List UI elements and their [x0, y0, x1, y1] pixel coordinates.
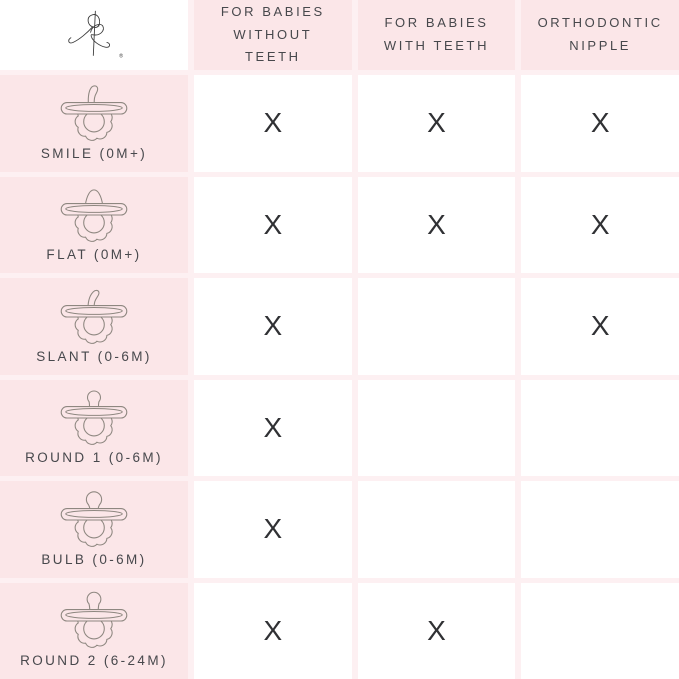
matrix-cell-smile-without-teeth: X — [194, 75, 352, 172]
matrix-cell-bulb-with-teeth — [357, 481, 516, 578]
matrix-cell-flat-with-teeth: X — [357, 176, 516, 273]
matrix-cell-smile-with-teeth: X — [357, 75, 516, 172]
matrix-cell-round2-with-teeth: X — [357, 582, 516, 679]
matrix-cell-round1-without-teeth: X — [194, 379, 352, 476]
row-label: SLANT (0-6M) — [36, 348, 152, 364]
row-label: ROUND 1 (0-6M) — [25, 450, 163, 465]
row-header-slant: SLANT (0-6M) — [0, 278, 188, 375]
matrix-cell-flat-without-teeth: X — [194, 176, 352, 273]
pacifier-round2-icon — [60, 591, 128, 648]
matrix-cell-round2-without-teeth: X — [194, 582, 352, 679]
column-header-without-teeth: FOR BABIES WITHOUT TEETH — [194, 0, 352, 70]
column-header-with-teeth: FOR BABIES WITH TEETH — [357, 0, 516, 70]
column-header-orthodontic: ORTHODONTIC NIPPLE — [521, 0, 679, 70]
registered-mark: ® — [119, 52, 123, 59]
row-label: FLAT (0M+) — [46, 247, 142, 262]
pacifier-smile-icon — [60, 84, 128, 141]
matrix-cell-round1-with-teeth — [357, 379, 516, 476]
matrix-cell-flat-orthodontic: X — [521, 176, 679, 273]
pacifier-bulb-icon — [60, 490, 128, 547]
matrix-cell-slant-orthodontic: X — [521, 278, 679, 375]
matrix-cell-bulb-orthodontic — [521, 481, 679, 578]
matrix-cell-smile-orthodontic: X — [521, 75, 679, 172]
pacifier-slant-icon — [60, 289, 128, 344]
matrix-cell-round1-orthodontic — [521, 379, 679, 476]
matrix-cell-slant-with-teeth — [357, 278, 516, 375]
matrix-cell-slant-without-teeth: X — [194, 278, 352, 375]
row-header-round2: ROUND 2 (6-24M) — [0, 582, 188, 679]
pacifier-round1-icon — [60, 390, 128, 445]
row-label: BULB (0-6M) — [41, 551, 147, 567]
row-header-round1: ROUND 1 (0-6M) — [0, 379, 188, 476]
row-header-bulb: BULB (0-6M) — [0, 481, 188, 578]
row-header-flat: FLAT (0M+) — [0, 176, 188, 273]
matrix-cell-bulb-without-teeth: X — [194, 481, 352, 578]
row-label: SMILE (0M+) — [40, 145, 148, 161]
pacifier-flat-icon — [60, 189, 128, 242]
matrix-cell-round2-orthodontic — [521, 582, 679, 679]
brand-logo-icon: ® — [68, 10, 123, 59]
row-header-smile: SMILE (0M+) — [0, 75, 188, 172]
row-label: ROUND 2 (6-24M) — [20, 653, 168, 668]
brand-logo-cell: ® — [0, 0, 188, 70]
